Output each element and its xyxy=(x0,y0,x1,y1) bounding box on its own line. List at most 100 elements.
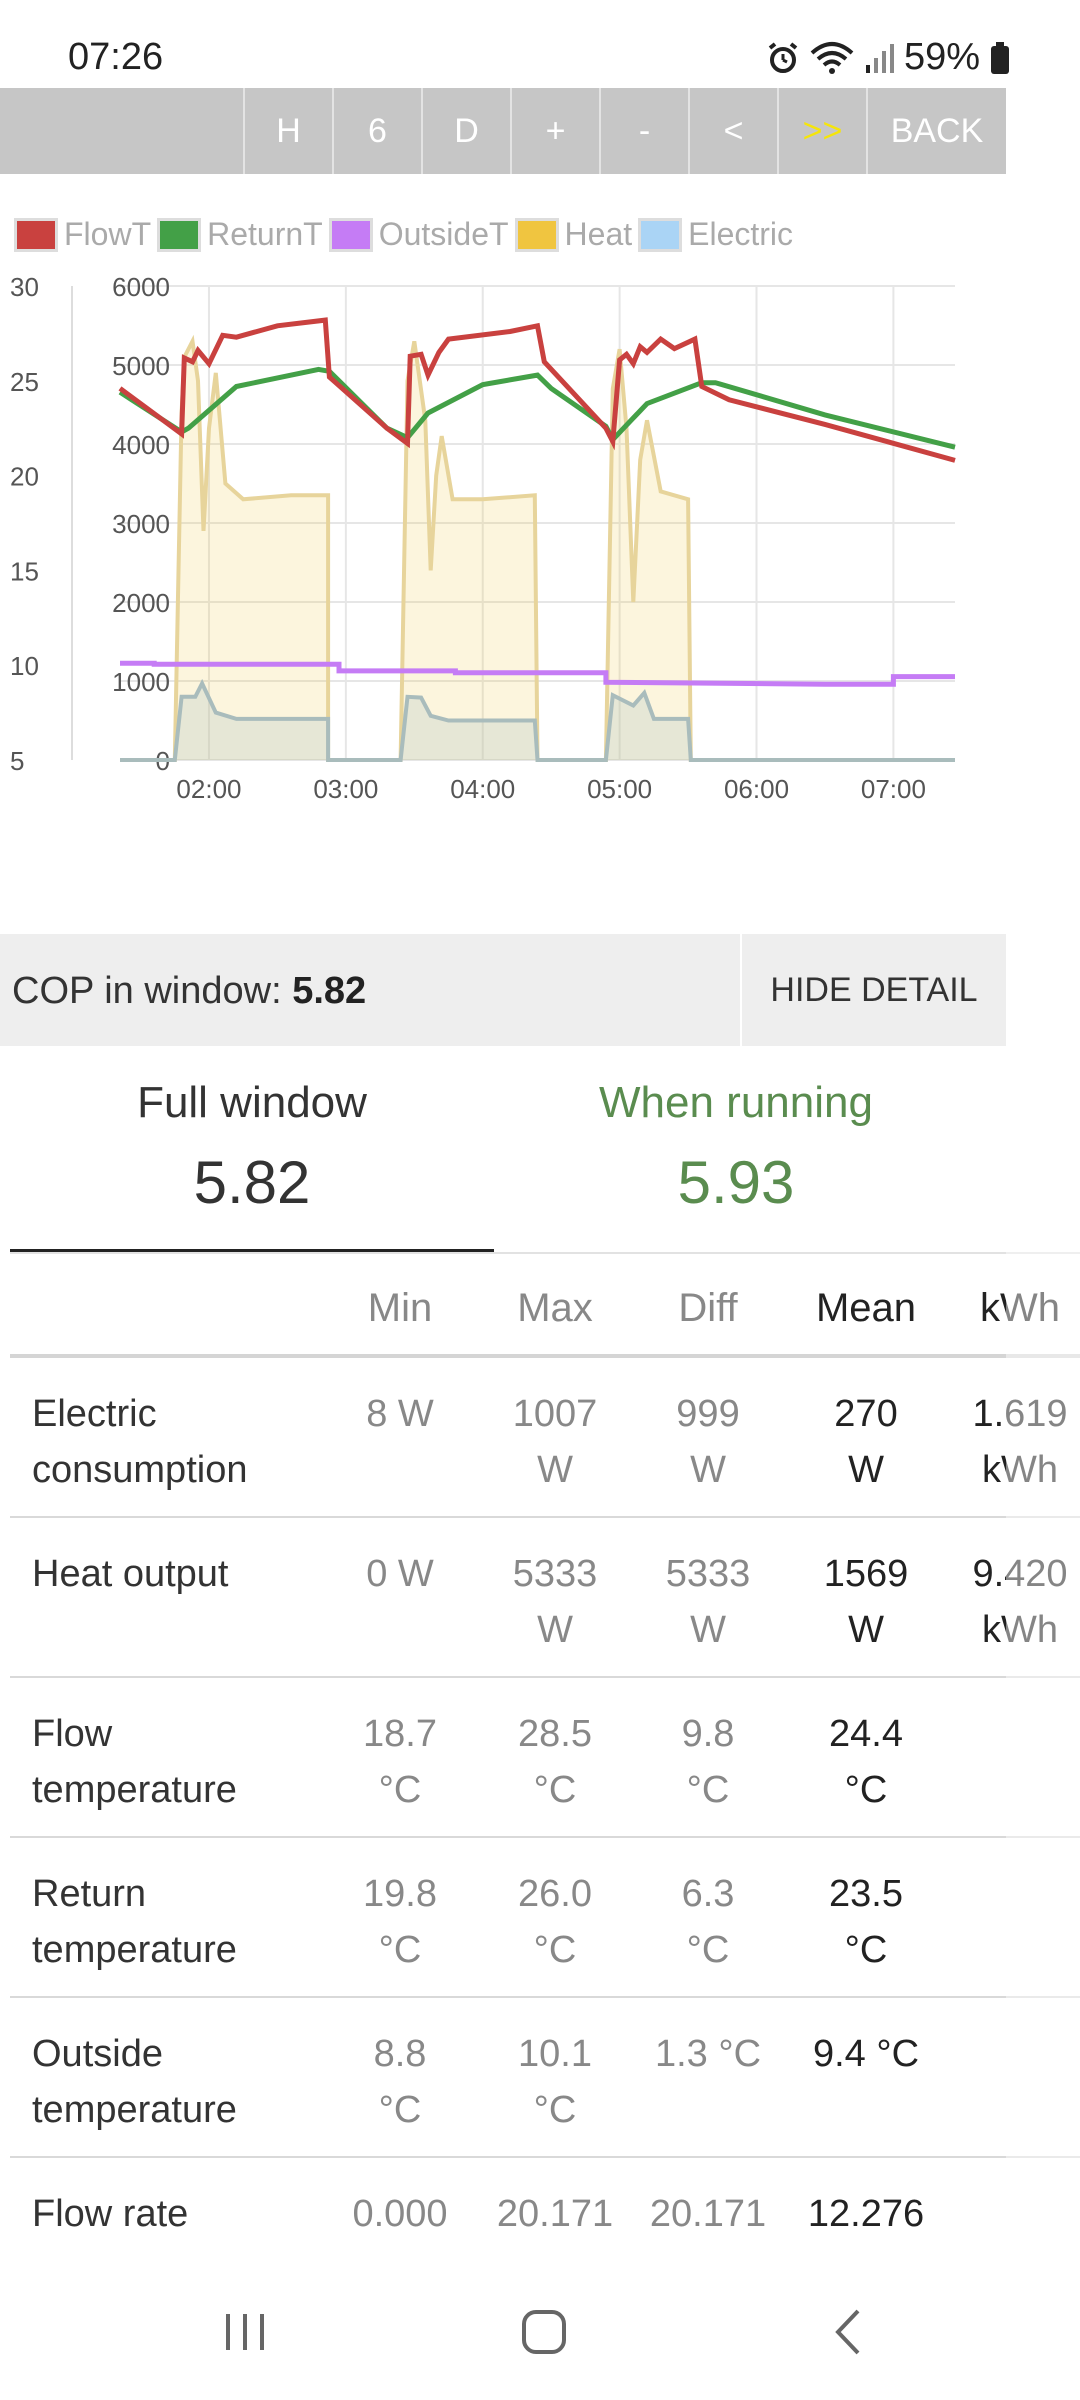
row-mean-line: 1569 xyxy=(823,1553,909,1595)
table-row: Outside temperature 8.8 °C 10.1 °C 1.3 °C 9.4 °… xyxy=(10,1998,1080,2158)
row-max-line: °C xyxy=(533,2089,577,2131)
signal-icon xyxy=(864,41,894,75)
recent-apps-icon[interactable] xyxy=(205,2302,285,2362)
hour-button[interactable]: H xyxy=(243,88,332,174)
legend-label: Electric xyxy=(688,216,794,252)
y-right-tick-label: 5000 xyxy=(112,351,170,381)
row-mean: 24.4 °C xyxy=(786,1706,946,1818)
zoom-out-button[interactable]: - xyxy=(599,88,688,174)
status-bar: 07:26 59% xyxy=(0,0,1080,88)
wifi-icon xyxy=(810,41,854,75)
row-name: Flow rate xyxy=(32,2193,189,2235)
row-name: Heat output xyxy=(32,1546,228,1602)
row-mean: 12.276 xyxy=(807,2193,925,2235)
series-heat-line xyxy=(120,334,955,762)
row-max-line: W xyxy=(537,1449,573,1491)
row-name-line: consumption xyxy=(32,1449,248,1491)
row-mean-line: 23.5 xyxy=(829,1873,903,1915)
row-min: 18.7 °C xyxy=(320,1706,480,1818)
x-tick-label: 02:00 xyxy=(176,774,241,804)
pan-left-button[interactable]: < xyxy=(688,88,777,174)
table-row: Flow temperature 18.7 °C 28.5 °C 9.8 °C 24.4 °C xyxy=(10,1678,1080,1838)
row-name: Electric consumption xyxy=(32,1386,247,1498)
y-right-tick-label: 4000 xyxy=(112,430,170,460)
status-time: 07:26 xyxy=(68,36,164,78)
row-min-line: 0 W xyxy=(366,1553,434,1595)
row-mean-line: W xyxy=(848,1449,884,1491)
full-window-tab[interactable]: Full window 5.82 xyxy=(10,1060,494,1252)
row-max-line: °C xyxy=(533,1769,577,1811)
row-min-line: °C xyxy=(378,1929,422,1971)
chart-toolbar: H 6 D + - < >> BACK xyxy=(0,88,1006,174)
full-window-value: 5.82 xyxy=(193,1149,311,1216)
back-button[interactable]: BACK xyxy=(866,88,1006,174)
row-min-line: °C xyxy=(378,1769,422,1811)
home-icon[interactable] xyxy=(504,2302,584,2362)
y-left-tick-label: 30 xyxy=(10,272,39,302)
y-right-tick-label: 1000 xyxy=(112,667,170,697)
legend-item-electric[interactable]: Electric xyxy=(638,216,793,253)
row-min-line: 18.7 xyxy=(363,1713,437,1755)
six-button[interactable]: 6 xyxy=(332,88,421,174)
row-diff-line: 9.8 xyxy=(681,1713,735,1755)
legend-label: Heat xyxy=(564,216,633,252)
row-min-line: 8 W xyxy=(366,1393,434,1435)
row-diff-line: °C xyxy=(686,1769,730,1811)
pan-right-button[interactable]: >> xyxy=(777,88,866,174)
legend-item-returnt[interactable]: ReturnT xyxy=(157,216,323,253)
row-max-line: 26.0 xyxy=(518,1873,592,1915)
chart-plot: 30252015105600050004000300020001000002:0… xyxy=(10,272,956,804)
power-temperature-chart[interactable]: FlowT ReturnT OutsideT Heat Electric 30 2… xyxy=(0,200,1006,920)
series-flowt-line xyxy=(118,317,956,463)
legend-swatch xyxy=(514,217,559,252)
row-mean-line: 270 xyxy=(834,1393,898,1435)
x-tick-label: 04:00 xyxy=(450,774,515,804)
row-mean: 270 W xyxy=(786,1386,946,1498)
legend-item-flowt[interactable]: FlowT xyxy=(14,216,151,253)
stats-table: Min Max Diff Mean kWh Electric consumptio… xyxy=(10,1252,1080,2258)
row-min-line: °C xyxy=(378,2089,422,2131)
row-diff: 6.3 °C xyxy=(628,1866,788,1978)
zoom-in-button[interactable]: + xyxy=(510,88,599,174)
legend-item-outsidet[interactable]: OutsideT xyxy=(328,216,509,253)
back-nav-icon[interactable] xyxy=(808,2302,888,2362)
cop-value: 5.82 xyxy=(292,970,367,1012)
legend-item-heat[interactable]: Heat xyxy=(514,216,633,253)
row-max-line: 5333 xyxy=(512,1553,598,1595)
row-mean: 9.4 °C xyxy=(786,2026,946,2082)
row-name-line: temperature xyxy=(32,2089,237,2131)
row-max: 5333 W xyxy=(475,1546,635,1658)
cop-label: COP in window: 5.82 xyxy=(12,970,367,1012)
row-name-line: Outside xyxy=(32,2033,163,2075)
table-row: Electric consumption 8 W 1007 W 999 W 270 W 1.619… xyxy=(10,1358,1080,1518)
hide-detail-button[interactable]: HIDE DETAIL xyxy=(740,934,1006,1046)
row-min: 19.8 °C xyxy=(320,1866,480,1978)
row-diff-line: W xyxy=(690,1449,726,1491)
table-row: Return temperature 19.8 °C 26.0 °C 6.3 °C 23.5 °C xyxy=(10,1838,1080,1998)
when-running-tab[interactable]: When running 5.93 xyxy=(494,1060,978,1252)
row-kwh-line: 9.420 xyxy=(972,1553,1068,1595)
row-min-line: 19.8 xyxy=(363,1873,437,1915)
when-running-title: When running xyxy=(599,1078,873,1127)
full-window-title: Full window xyxy=(137,1078,367,1127)
row-diff: 20.171 xyxy=(649,2193,767,2235)
row-name-line: temperature xyxy=(32,1929,237,1971)
header-max: Max xyxy=(517,1286,593,1330)
legend-swatch xyxy=(638,217,683,252)
row-mean: 23.5 °C xyxy=(786,1866,946,1978)
legend-label: OutsideT xyxy=(378,216,509,252)
header-diff: Diff xyxy=(678,1286,738,1330)
row-max: 28.5 °C xyxy=(475,1706,635,1818)
legend-label: FlowT xyxy=(64,216,152,252)
legend-swatch xyxy=(328,217,373,252)
x-tick-label: 06:00 xyxy=(724,774,789,804)
y-right-tick-label: 6000 xyxy=(112,272,170,302)
day-button[interactable]: D xyxy=(421,88,510,174)
series-heat-area xyxy=(120,341,955,760)
row-kwh: 9.420 kWh xyxy=(940,1546,1080,1658)
x-tick-label: 03:00 xyxy=(313,774,378,804)
row-min: 0 W xyxy=(320,1546,480,1602)
row-max-line: 1007 xyxy=(512,1393,598,1435)
row-max-line: 10.1 xyxy=(518,2033,592,2075)
legend-swatch xyxy=(157,217,202,252)
